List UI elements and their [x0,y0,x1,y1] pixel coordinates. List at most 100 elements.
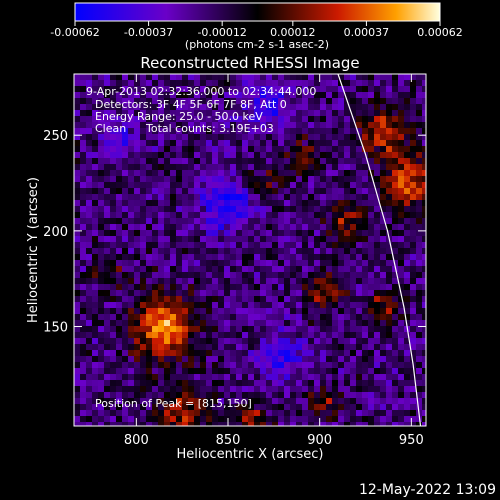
heatmap-cell [74,110,81,117]
heatmap-cell [218,386,225,393]
heatmap-cell [236,356,243,363]
heatmap-cell [140,356,147,363]
heatmap-cell [314,398,321,405]
heatmap-cell [152,218,159,225]
heatmap-cell [140,110,147,117]
heatmap-cell [260,302,267,309]
heatmap-cell [128,386,135,393]
heatmap-cell [158,116,165,123]
heatmap-cell [230,410,237,417]
heatmap-cell [110,110,117,117]
heatmap-cell [152,140,159,147]
heatmap-cell [248,170,255,177]
heatmap-cell [194,242,201,249]
heatmap-cell [404,284,411,291]
heatmap-cell [170,290,177,297]
heatmap-cell [212,80,219,87]
heatmap-cell [356,110,363,117]
heatmap-cell [308,332,315,339]
heatmap-cell [374,332,381,339]
heatmap-cell [128,332,135,339]
heatmap-cell [194,344,201,351]
heatmap-cell [122,170,129,177]
heatmap-cell [338,302,345,309]
heatmap-cell [218,326,225,333]
heatmap-cell [176,380,183,387]
heatmap-cell [266,308,273,315]
heatmap-cell [392,188,399,195]
heatmap-cell [194,152,201,159]
heatmap-cell [308,362,315,369]
heatmap-cell [380,146,387,153]
heatmap-cell [278,380,285,387]
heatmap-cell [224,128,231,135]
heatmap-cell [164,242,171,249]
heatmap-cell [182,296,189,303]
heatmap-cell [80,422,87,426]
heatmap-cell [302,146,309,153]
heatmap-cell [152,302,159,309]
heatmap-cell [278,236,285,243]
heatmap-cell [116,392,123,399]
heatmap-cell [212,212,219,219]
heatmap-cell [410,194,417,201]
heatmap-cell [140,230,147,237]
heatmap-cell [74,362,81,369]
heatmap-cell [260,326,267,333]
heatmap-cell [80,350,87,357]
heatmap-cell [224,74,231,81]
heatmap-cell [230,158,237,165]
heatmap-cell [296,344,303,351]
heatmap-cell [224,248,231,255]
heatmap-cell [218,206,225,213]
heatmap-cell [308,260,315,267]
heatmap-cell [320,362,327,369]
heatmap-cell [302,290,309,297]
heatmap-cell [80,248,87,255]
heatmap-cell [80,224,87,231]
heatmap-cell [254,230,261,237]
heatmap-cell [416,134,423,141]
heatmap-cell [158,242,165,249]
heatmap-cell [200,176,207,183]
heatmap-cell [134,92,141,99]
heatmap-cell [98,362,105,369]
heatmap-cell [404,182,411,189]
heatmap-cell [374,74,381,81]
heatmap-cell [110,344,117,351]
heatmap-cell [134,302,141,309]
heatmap-cell [314,116,321,123]
heatmap-cell [242,368,249,375]
heatmap-cell [146,248,153,255]
heatmap-cell [146,158,153,165]
heatmap-cell [224,308,231,315]
heatmap-cell [296,110,303,117]
heatmap-cell [368,110,375,117]
heatmap-cell [74,140,81,147]
heatmap-cell [116,266,123,273]
heatmap-cell [104,200,111,207]
heatmap-cell [134,152,141,159]
heatmap-cell [338,146,345,153]
heatmap-cell [410,254,417,261]
heatmap-cell [410,128,417,135]
heatmap-cell [308,254,315,261]
heatmap-cell [170,104,177,111]
heatmap-cell [74,164,81,171]
heatmap-cell [290,278,297,285]
heatmap-cell [416,200,423,207]
heatmap-cell [218,134,225,141]
heatmap-cell [350,218,357,225]
annotations: 9-Apr-2013 02:32:36.000 to 02:34:44.000 … [86,85,316,410]
heatmap-cell [74,104,81,111]
heatmap-cell [356,332,363,339]
heatmap-cell [422,242,426,249]
heatmap-cell [152,194,159,201]
heatmap-cell [158,386,165,393]
heatmap-cell [128,278,135,285]
heatmap-cell [110,266,117,273]
heatmap-cell [212,344,219,351]
heatmap-cell [104,212,111,219]
heatmap-cell [92,242,99,249]
heatmap-cell [290,380,297,387]
